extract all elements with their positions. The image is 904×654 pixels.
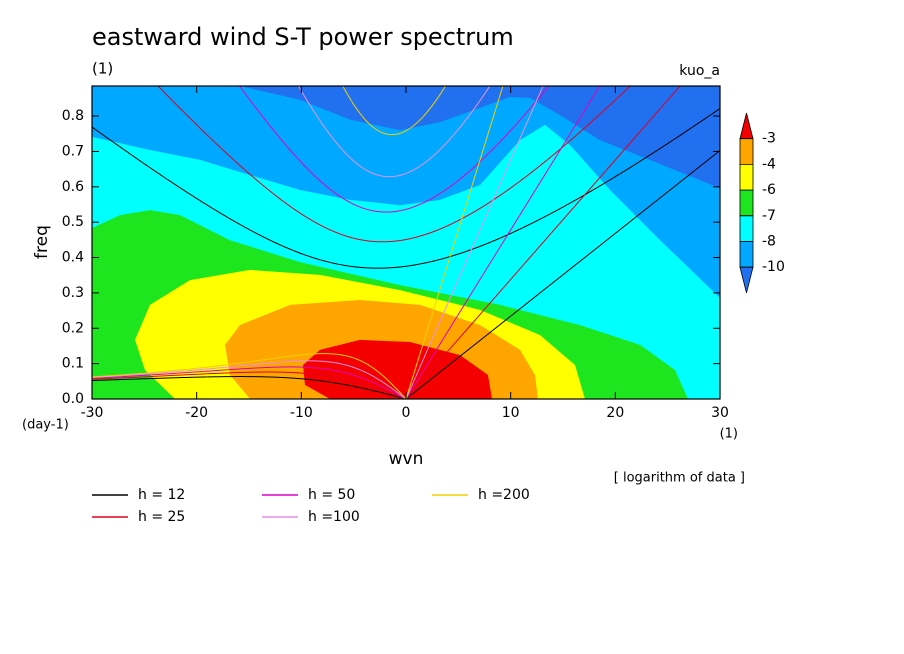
colorbar-label: -3 — [762, 131, 776, 147]
x-tick-label: -30 — [81, 405, 104, 421]
kelvin-wave-curve — [405, 86, 681, 399]
colorbar-label: -10 — [762, 259, 785, 275]
y-tick-label: 0.0 — [62, 391, 84, 407]
x-tick-label: 10 — [502, 405, 520, 421]
x-axis-unit: (1) — [720, 427, 738, 442]
legend-label: h = 25 — [138, 509, 185, 525]
kelvin-wave-curve — [405, 86, 544, 399]
kelvin-wave-curve — [405, 150, 720, 399]
colorbar-label: -6 — [762, 182, 776, 198]
y-tick-label: 0.5 — [62, 214, 84, 230]
y-tick-label: 0.4 — [62, 250, 84, 266]
y-tick-label: 0.1 — [62, 356, 84, 372]
gravity-wave-curve — [157, 86, 631, 243]
gravity-wave-curve — [238, 86, 550, 213]
colorbar-swatch — [739, 241, 754, 268]
x-tick-label: 20 — [606, 405, 624, 421]
colorbar-swatch — [739, 138, 754, 165]
chart-title: eastward wind S-T power spectrum — [92, 23, 514, 51]
subtitle: (1) — [92, 60, 113, 78]
y-tick-label: 0.8 — [62, 108, 84, 124]
kelvin-wave-curve — [405, 86, 504, 399]
legend-label: h =200 — [478, 487, 530, 503]
colorbar-label: -4 — [762, 156, 776, 172]
legend-label: h = 50 — [308, 487, 355, 503]
y-tick-label: 0.2 — [62, 320, 84, 336]
y-tick-label: 0.3 — [62, 285, 84, 301]
colorbar-swatch — [739, 112, 754, 140]
plot-area — [92, 86, 720, 399]
x-tick-label: 30 — [711, 405, 729, 421]
x-axis-label: wvn — [389, 449, 424, 469]
colorbar-swatch — [739, 215, 754, 242]
kelvin-wave-curve — [405, 86, 601, 399]
gravity-wave-curve — [297, 86, 491, 178]
note: [ logarithm of data ] — [614, 471, 745, 486]
colorbar-swatch — [739, 164, 754, 191]
x-tick-label: -20 — [185, 405, 208, 421]
y-axis-label: freq — [32, 225, 52, 259]
gravity-wave-curve — [92, 108, 720, 269]
colorbar-label: -7 — [762, 208, 776, 224]
x-tick-label: 0 — [402, 405, 411, 421]
colorbar-label: -8 — [762, 234, 776, 250]
legend-label: h =100 — [308, 509, 360, 525]
y-tick-label: 0.7 — [62, 143, 84, 159]
rossby-wave-curve — [92, 376, 407, 399]
rossby-wave-curve — [92, 360, 407, 399]
legend-label: h = 12 — [138, 487, 185, 503]
colorbar-swatch — [739, 189, 754, 217]
colorbar-swatch — [739, 266, 754, 293]
rossby-wave-curve — [92, 353, 407, 399]
y-tick-label: 0.6 — [62, 179, 84, 195]
x-tick-label: -10 — [290, 405, 313, 421]
gravity-wave-curve — [342, 86, 447, 136]
rossby-wave-curve — [92, 371, 407, 399]
rossby-wave-curve — [92, 366, 407, 399]
annotation: kuo_a — [679, 63, 720, 79]
y-axis-unit: (day-1) — [22, 418, 69, 433]
